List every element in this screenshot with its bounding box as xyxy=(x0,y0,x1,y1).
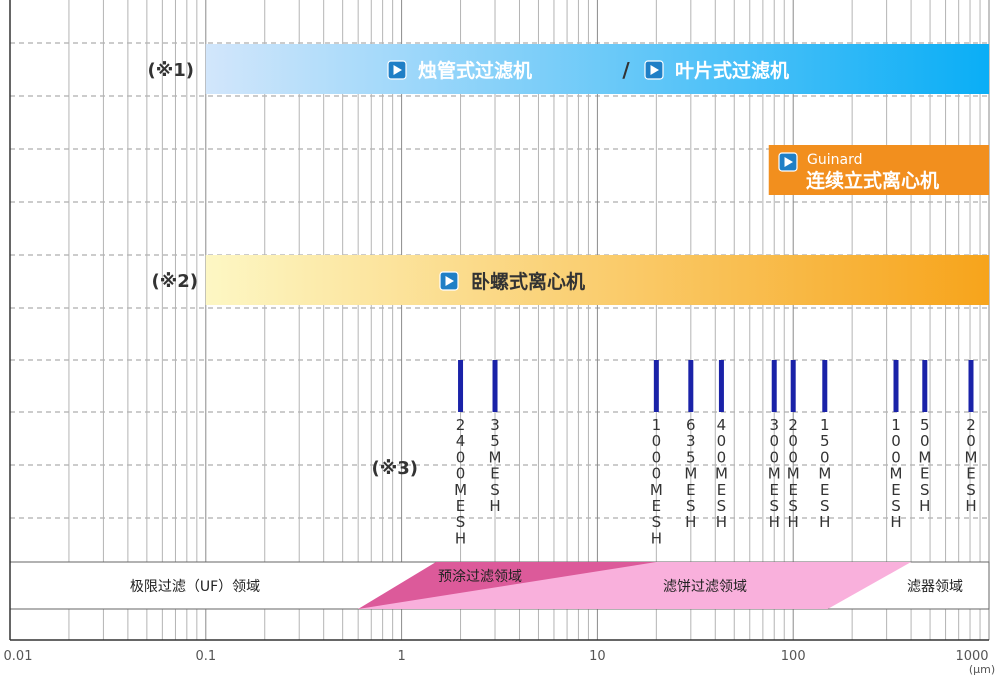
label-leaf-filter: 叶片式过滤机 xyxy=(675,59,789,82)
mesh-markers: (※3) 2 4 0 0 M E S H 3 5 M E S H 1 0 0 0 M E S H 6 3 5 M E S H 4 0 0 M E S H… xyxy=(372,360,978,547)
label-strainer-region: 滤器领域 xyxy=(907,579,963,595)
label-cake-region: 滤饼过滤领域 xyxy=(663,579,747,595)
play-icon xyxy=(778,152,798,172)
label-decanter: 卧螺式离心机 xyxy=(471,270,585,293)
region-precoat-filtration xyxy=(358,562,657,609)
label-vertical-centrifuge: 连续立式离心机 xyxy=(806,169,939,192)
play-icon-triangle xyxy=(393,65,402,75)
bar-guinard-centrifuge xyxy=(768,145,989,195)
mesh-bar xyxy=(968,360,974,412)
play-icon-triangle xyxy=(650,65,659,75)
x-tick-label: 10 xyxy=(589,649,606,664)
mesh-bar xyxy=(718,360,724,412)
label-separator: / xyxy=(622,58,630,82)
mesh-bar xyxy=(653,360,659,412)
play-icon xyxy=(439,271,459,291)
play-icon-triangle xyxy=(784,157,793,167)
play-icon xyxy=(644,60,664,80)
mesh-bar xyxy=(893,360,899,412)
label-candle-filter: 烛管式过滤机 xyxy=(418,59,532,82)
x-tick-label: 0.01 xyxy=(4,649,33,664)
x-tick-label: 1 xyxy=(397,649,405,664)
plot-background xyxy=(10,0,989,640)
mesh-bar xyxy=(458,360,464,412)
note-3: (※3) xyxy=(372,458,418,479)
mesh-bar xyxy=(922,360,928,412)
mesh-bar xyxy=(822,360,828,412)
x-axis: 0.01 0.1 1 10 100 1000(μm) xyxy=(4,0,995,676)
grid-lines xyxy=(9,0,990,640)
x-tick-label: 0.1 xyxy=(195,649,216,664)
label-precoat-region: 预涂过滤领域 xyxy=(438,569,522,585)
note-2: (※2) xyxy=(152,271,198,292)
note-1: (※1) xyxy=(148,60,194,81)
play-icon-triangle xyxy=(445,276,454,286)
mesh-bar xyxy=(790,360,796,412)
label-uf-region: 极限过滤（UF）领域 xyxy=(130,579,260,595)
x-tick-label: 100 xyxy=(781,649,806,664)
mesh-bar xyxy=(771,360,777,412)
bar-decanter-centrifuge xyxy=(205,255,990,305)
x-tick-label: 1000 xyxy=(955,649,988,664)
mesh-bar xyxy=(492,360,498,412)
mesh-bar xyxy=(688,360,694,412)
bar-candle-leaf-filter xyxy=(205,44,990,94)
play-icon xyxy=(387,60,407,80)
label-guinard: Guinard xyxy=(807,152,862,168)
x-unit-label: (μm) xyxy=(969,663,995,676)
